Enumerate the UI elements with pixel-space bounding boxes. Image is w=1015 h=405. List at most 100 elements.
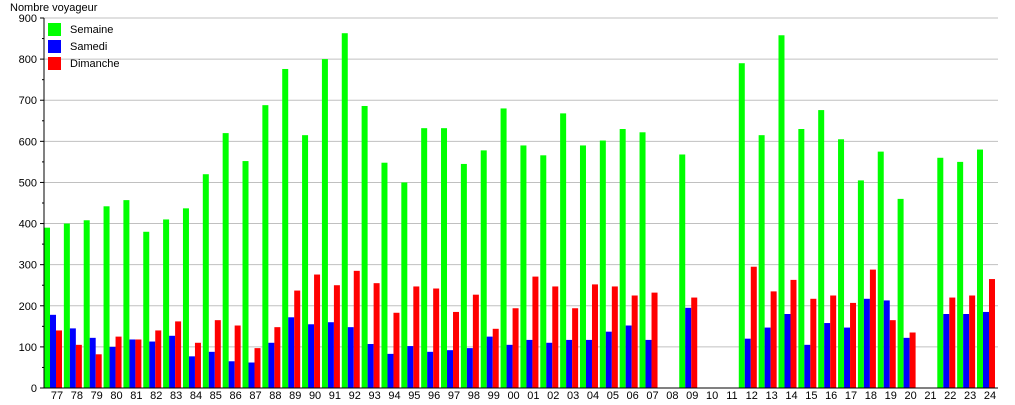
x-tick-label: 91 xyxy=(329,390,341,400)
bar-semaine xyxy=(460,163,467,388)
x-tick-label: 81 xyxy=(130,390,142,400)
bar-semaine xyxy=(619,129,626,388)
bar-dimanche xyxy=(492,328,499,388)
bar-dimanche xyxy=(175,321,182,388)
bar-dimanche xyxy=(135,339,142,388)
bar-semaine xyxy=(540,155,547,388)
bar-samedi xyxy=(89,337,96,388)
x-tick-label: 09 xyxy=(686,390,698,400)
x-tick-label: 02 xyxy=(547,390,559,400)
bar-semaine xyxy=(778,35,785,389)
legend-label: Samedi xyxy=(70,41,107,53)
y-tick-label: 300 xyxy=(19,260,37,272)
x-tick-label: 19 xyxy=(885,390,897,400)
y-tick-label: 200 xyxy=(19,301,37,313)
bar-semaine xyxy=(599,140,606,388)
bar-samedi xyxy=(367,344,374,388)
x-tick-label: 98 xyxy=(468,390,480,400)
x-tick-label: 04 xyxy=(587,390,599,400)
bar-samedi xyxy=(407,346,414,388)
bar-semaine xyxy=(639,132,646,388)
x-tick-label: 96 xyxy=(428,390,440,400)
bar-dimanche xyxy=(989,279,995,388)
bar-dimanche xyxy=(889,320,896,388)
bar-dimanche xyxy=(552,286,559,388)
bar-samedi xyxy=(228,361,235,388)
bar-dimanche xyxy=(611,286,618,388)
bar-semaine xyxy=(103,206,110,388)
y-axis-label: Nombre voyageur xyxy=(10,2,98,14)
bar-dimanche xyxy=(314,274,321,388)
bar-semaine xyxy=(857,180,864,388)
x-tick-label: 06 xyxy=(627,390,639,400)
bar-dimanche xyxy=(453,311,460,388)
bar-samedi xyxy=(804,344,811,388)
bar-semaine xyxy=(163,219,170,388)
legend-swatch-samedi xyxy=(48,40,61,53)
bar-semaine xyxy=(520,145,527,388)
bar-dimanche xyxy=(651,292,658,388)
bar-semaine xyxy=(341,33,348,388)
x-tick-label: 11 xyxy=(726,390,737,400)
x-tick-label: 94 xyxy=(388,390,400,400)
bar-dimanche xyxy=(294,290,301,388)
bar-semaine xyxy=(798,129,805,388)
x-tick-label: 95 xyxy=(408,390,420,400)
bar-samedi xyxy=(983,311,989,388)
bar-samedi xyxy=(943,314,950,388)
bar-dimanche xyxy=(254,348,261,388)
bar-dimanche xyxy=(433,288,440,388)
bar-semaine xyxy=(361,105,368,388)
bar-semaine xyxy=(302,135,309,388)
bar-samedi xyxy=(844,327,851,388)
bar-dimanche xyxy=(373,283,380,388)
bar-dimanche xyxy=(95,354,102,388)
bar-semaine xyxy=(937,157,944,388)
x-tick-label: 05 xyxy=(607,390,619,400)
bar-samedi xyxy=(308,324,315,388)
bar-samedi xyxy=(526,339,533,388)
bar-semaine xyxy=(222,133,229,388)
bar-dimanche xyxy=(790,279,797,388)
bar-dimanche xyxy=(949,297,956,388)
bar-samedi xyxy=(109,346,116,388)
bar-samedi xyxy=(486,336,493,388)
x-tick-label: 03 xyxy=(567,390,579,400)
bar-semaine xyxy=(897,198,904,388)
y-tick-label: 500 xyxy=(19,177,37,189)
bar-samedi xyxy=(764,327,771,388)
bar-semaine xyxy=(818,110,825,388)
bar-semaine xyxy=(977,149,983,388)
bar-semaine xyxy=(321,59,328,388)
bar-semaine xyxy=(421,128,428,388)
bar-dimanche xyxy=(353,270,360,388)
y-tick-label: 0 xyxy=(31,383,37,395)
bar-samedi xyxy=(387,353,394,388)
bar-dimanche xyxy=(850,302,857,388)
bar-dimanche xyxy=(75,344,82,388)
bar-dimanche xyxy=(631,295,638,388)
bar-samedi xyxy=(447,350,454,388)
bar-dimanche xyxy=(869,269,876,388)
x-tick-label: 89 xyxy=(289,390,301,400)
x-tick-label: 85 xyxy=(210,390,222,400)
bar-semaine xyxy=(441,128,448,388)
bar-dimanche xyxy=(472,294,479,388)
bar-samedi xyxy=(248,362,255,388)
y-tick-label: 100 xyxy=(19,342,37,354)
bar-dimanche xyxy=(591,284,598,388)
y-tick-label: 700 xyxy=(19,95,37,107)
bar-dimanche xyxy=(969,295,976,388)
bar-semaine xyxy=(560,113,567,388)
bar-dimanche xyxy=(194,342,201,388)
bar-semaine xyxy=(262,105,269,389)
bar-samedi xyxy=(546,342,553,388)
bar-semaine xyxy=(381,162,388,388)
bar-dimanche xyxy=(750,266,757,388)
x-tick-label: 12 xyxy=(746,390,758,400)
bar-dimanche xyxy=(56,330,62,388)
bar-samedi xyxy=(566,339,573,388)
bar-semaine xyxy=(480,150,487,388)
bar-samedi xyxy=(327,322,334,388)
